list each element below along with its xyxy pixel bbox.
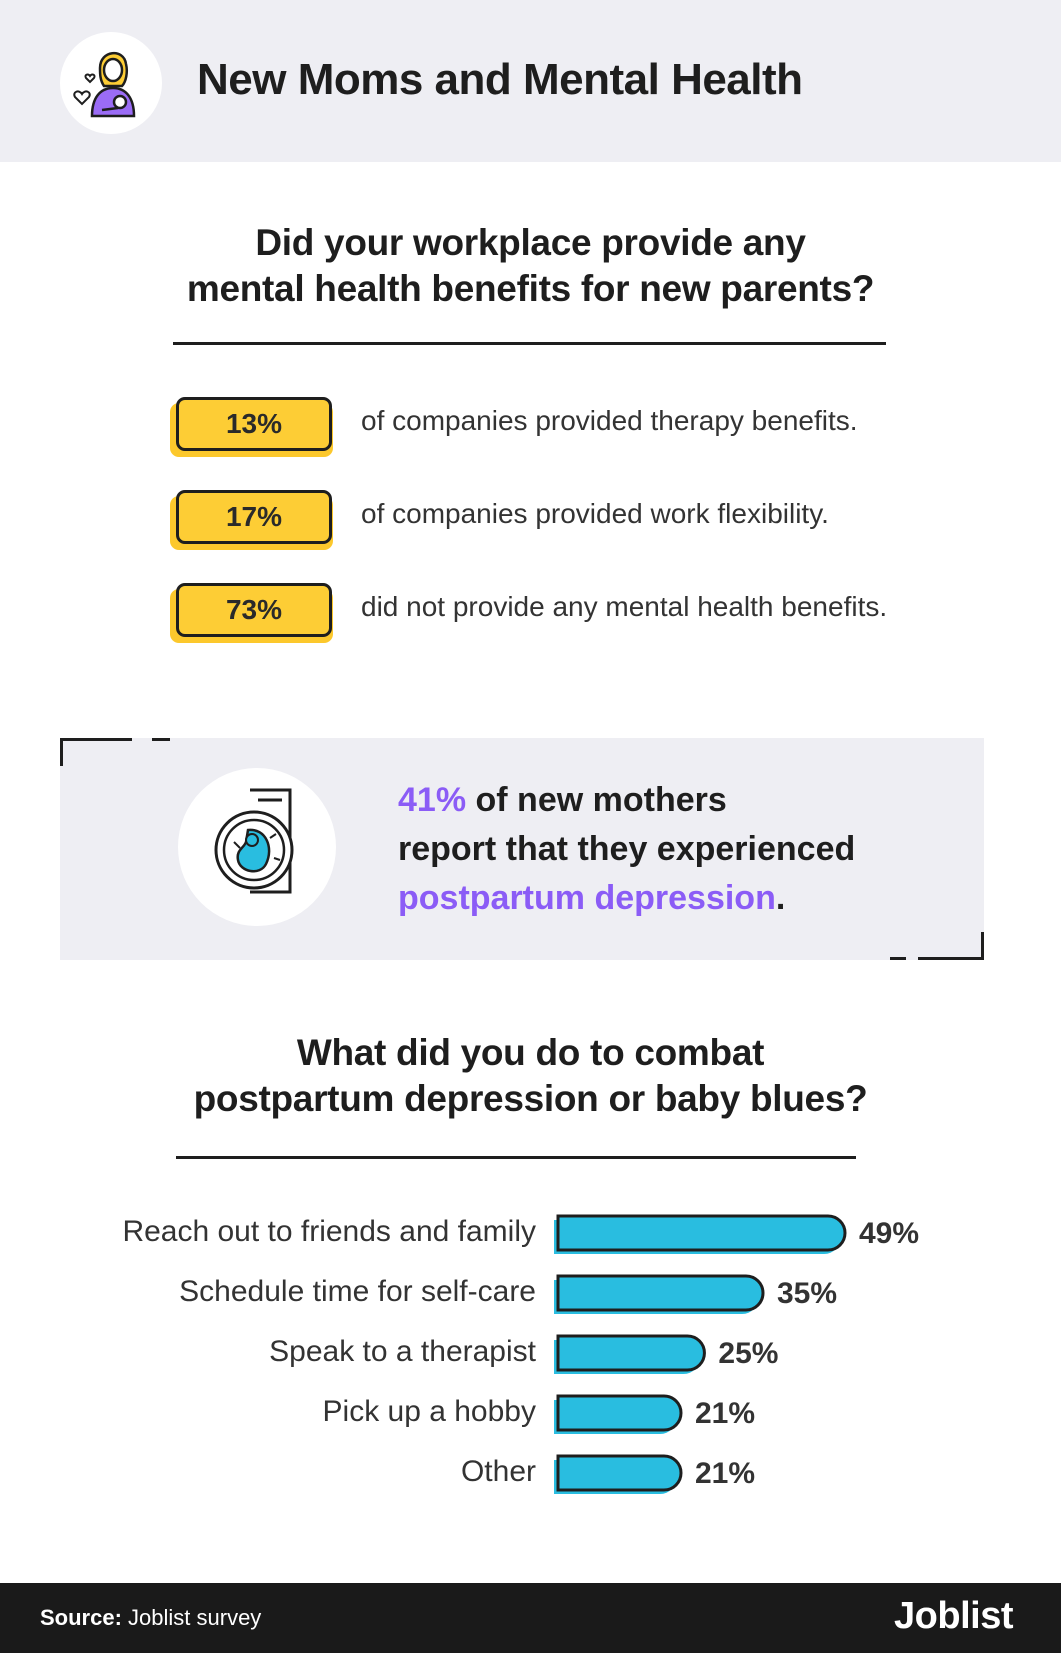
- stat-row: 73% did not provide any mental health be…: [170, 583, 970, 645]
- bar: [556, 1274, 765, 1312]
- callout-line-1: 41% of new mothers: [398, 776, 855, 825]
- stat-description: did not provide any mental health benefi…: [361, 591, 888, 622]
- source-label: Source:: [40, 1605, 122, 1630]
- bar-category-label: Schedule time for self-care: [179, 1275, 536, 1308]
- bar-value-label: 21%: [695, 1397, 755, 1430]
- bar: [556, 1214, 847, 1252]
- ultrasound-badge: [178, 768, 336, 926]
- source-note: Source: Joblist survey: [40, 1605, 261, 1631]
- frame-corner-line: [981, 932, 984, 960]
- frame-corner-line: [890, 957, 906, 960]
- question-line-2: postpartum depression or baby blues?: [193, 1078, 868, 1119]
- footer: Source: Joblist survey Joblist: [0, 1583, 1061, 1653]
- bar: [556, 1334, 706, 1372]
- callout-highlight: 41%: [398, 781, 467, 819]
- question-workplace-benefits: Did your workplace provide any mental he…: [0, 220, 1061, 312]
- callout-line-3: postpartum depression.: [398, 874, 855, 923]
- bar-category-label: Speak to a therapist: [269, 1335, 537, 1368]
- bar-value-label: 21%: [695, 1457, 755, 1490]
- callout-text: 41% of new mothers report that they expe…: [398, 776, 855, 923]
- stat-row: 13% of companies provided therapy benefi…: [170, 397, 970, 459]
- page-title: New Moms and Mental Health: [197, 55, 803, 104]
- bar-category-label: Reach out to friends and family: [122, 1215, 536, 1248]
- stat-value-pill: 13%: [176, 397, 332, 451]
- stat-description: of companies provided therapy benefits.: [361, 405, 858, 436]
- bar-group: Other 21%: [461, 1454, 755, 1494]
- bar: [556, 1394, 683, 1432]
- divider: [176, 1156, 856, 1159]
- stat-value-pill: 73%: [176, 583, 332, 637]
- frame-corner-line: [152, 738, 170, 741]
- question-coping: What did you do to combat postpartum dep…: [0, 1030, 1061, 1122]
- bar-value-label: 35%: [777, 1277, 837, 1310]
- header: New Moms and Mental Health: [0, 0, 1061, 162]
- ultrasound-icon: [214, 788, 294, 894]
- logo-badge: [60, 32, 162, 134]
- frame-corner-line: [918, 957, 984, 960]
- bar-value-label: 49%: [859, 1217, 919, 1250]
- frame-corner-line: [60, 738, 63, 766]
- bar-group: Pick up a hobby 21%: [323, 1394, 755, 1434]
- stat-description: of companies provided work flexibility.: [361, 498, 829, 529]
- bar: [556, 1454, 683, 1492]
- callout-highlight-2: postpartum depression: [398, 879, 776, 917]
- mother-baby-icon: [73, 52, 136, 118]
- bar-value-label: 25%: [718, 1337, 778, 1370]
- question-line-2: mental health benefits for new parents?: [186, 268, 875, 309]
- callout-line-2: report that they experienced: [398, 830, 856, 868]
- frame-corner-line: [60, 738, 132, 741]
- bar-group: Speak to a therapist 25%: [269, 1334, 778, 1374]
- callout-line-3-end: .: [775, 879, 786, 917]
- bar-chart-svg: Reach out to friends and family 49% Schedu…: [122, 1214, 919, 1494]
- bar-category-label: Other: [461, 1455, 536, 1488]
- stat-value-pill: 17%: [176, 490, 332, 544]
- bar-chart: Reach out to friends and family 49% Schedu…: [0, 1200, 1061, 1500]
- question-line-1: What did you do to combat: [296, 1032, 765, 1073]
- bar-category-label: Pick up a hobby: [323, 1395, 536, 1428]
- question-line-1: Did your workplace provide any: [255, 222, 806, 263]
- callout-line-1-rest: of new mothers: [466, 781, 727, 819]
- stat-row: 17% of companies provided work flexibili…: [170, 490, 970, 552]
- source-text: Joblist survey: [121, 1605, 262, 1630]
- bar-group: Reach out to friends and family 49%: [122, 1214, 919, 1254]
- bar-group: Schedule time for self-care 35%: [179, 1274, 837, 1314]
- brand-logo: Joblist: [894, 1595, 1013, 1637]
- divider: [173, 342, 886, 345]
